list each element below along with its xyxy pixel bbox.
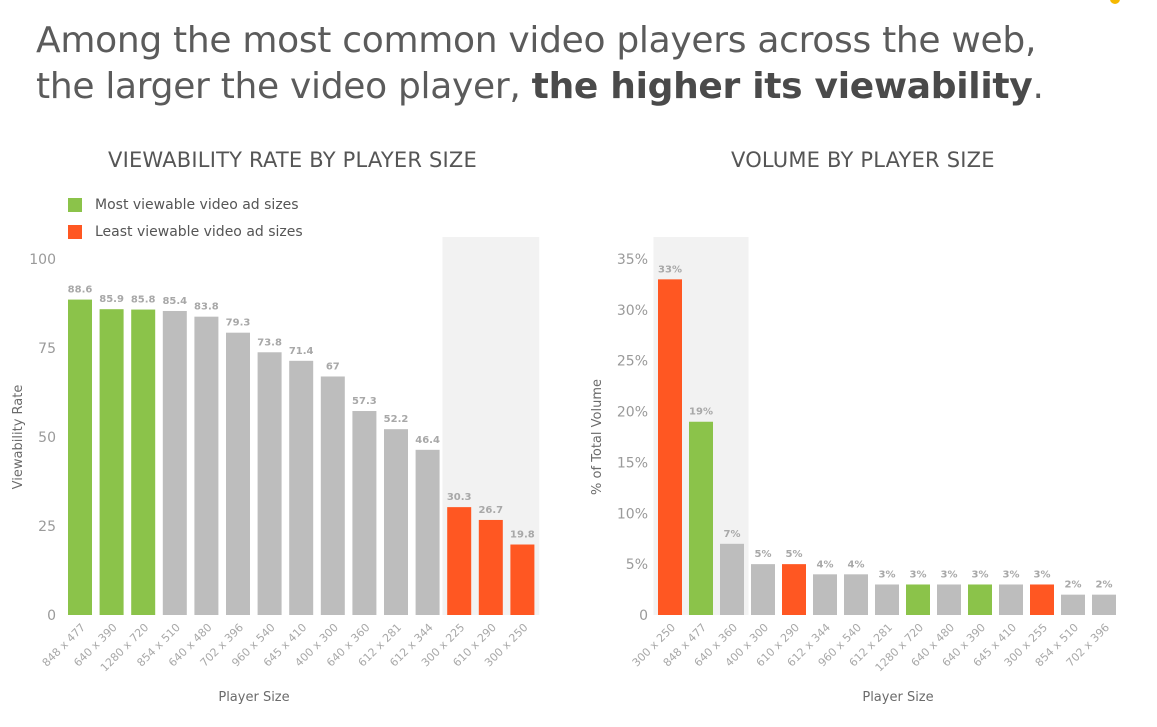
volume-value-label: 3%	[972, 569, 989, 580]
volume-value-label: 3%	[910, 569, 927, 580]
viewability-y-tick: 25	[38, 519, 56, 535]
volume-chart-title: VOLUME BY PLAYER SIZE	[731, 148, 995, 172]
volume-x-axis-label: Player Size	[862, 690, 933, 705]
viewability-y-tick: 0	[47, 608, 56, 624]
viewability-value-label: 85.8	[131, 295, 156, 306]
volume-y-tick: 20%	[617, 405, 648, 421]
viewability-value-label: 85.4	[162, 296, 187, 307]
volume-value-label: 19%	[689, 407, 713, 418]
volume-bar-400-x-300	[751, 564, 775, 615]
legend-label-least-viewable: Least viewable video ad sizes	[95, 224, 303, 240]
headline-line-2-prefix: the larger the video player,	[36, 66, 532, 107]
volume-y-tick: 10%	[617, 506, 648, 522]
volume-value-label: 3%	[1003, 569, 1020, 580]
viewability-value-label: 71.4	[289, 346, 314, 357]
viewability-bar-400-x-300	[320, 376, 345, 615]
viewability-value-label: 26.7	[478, 505, 503, 516]
volume-bar-960-x-540	[844, 574, 868, 615]
headline-emphasis: the higher its viewability	[531, 66, 1033, 107]
volume-bar-640-x-360	[720, 543, 744, 615]
viewability-bar-640-x-390	[99, 309, 124, 615]
viewability-bar-848-x-477	[68, 299, 92, 615]
viewability-value-label: 57.3	[352, 396, 377, 407]
legend-swatch-red	[68, 225, 82, 239]
volume-y-tick: 25%	[617, 354, 648, 370]
viewability-value-label: 52.2	[384, 414, 409, 425]
headline: Among the most common video players acro…	[36, 18, 1136, 110]
volume-y-tick: 5%	[626, 557, 648, 573]
headline-line-2: the larger the video player, the higher …	[36, 64, 1136, 110]
volume-bar-848-x-477	[689, 421, 713, 615]
headline-line-1: Among the most common video players acro…	[36, 20, 1037, 61]
viewability-bar-640-x-480	[194, 316, 219, 615]
viewability-bar-300-x-225	[447, 507, 472, 615]
viewability-bar-612-x-281	[384, 429, 408, 615]
viewability-value-label: 19.8	[510, 530, 535, 541]
viewability-bar-640-x-360	[352, 411, 377, 615]
viewability-value-label: 30.3	[447, 492, 472, 503]
volume-bar-300-x-255	[1030, 584, 1054, 615]
volume-bar-640-x-480	[937, 584, 961, 615]
volume-y-tick: 15%	[617, 455, 648, 471]
volume-value-label: 33%	[658, 264, 682, 275]
viewability-y-tick: 75	[38, 341, 56, 357]
legend-item-least-viewable: Least viewable video ad sizes	[68, 224, 303, 240]
corner-logo-mark	[1110, 0, 1120, 4]
volume-bar-300-x-250	[658, 279, 682, 615]
viewability-value-label: 85.9	[99, 294, 124, 305]
viewability-x-axis-label: Player Size	[218, 690, 289, 705]
viewability-value-label: 88.6	[68, 285, 93, 296]
volume-y-tick: 0	[639, 608, 648, 624]
volume-value-label: 5%	[755, 549, 772, 560]
legend-swatch-green	[68, 198, 82, 212]
volume-value-label: 4%	[848, 559, 865, 570]
viewability-bar-854-x-510	[162, 310, 187, 615]
headline-line-2-suffix: .	[1032, 66, 1044, 107]
viewability-bar-300-x-250	[510, 544, 535, 615]
volume-value-label: 2%	[1096, 580, 1113, 591]
volume-chart: 05%10%15%20%25%30%35%33%300 x 25019%848 …	[590, 237, 1116, 705]
viewability-bar-610-x-290	[478, 519, 503, 615]
viewability-bar-960-x-540	[257, 352, 282, 615]
viewability-y-tick: 100	[29, 252, 56, 268]
viewability-value-label: 67	[326, 361, 340, 372]
volume-bar-1280-x-720	[906, 584, 930, 615]
viewability-value-label: 79.3	[226, 318, 251, 329]
volume-value-label: 3%	[1034, 569, 1051, 580]
volume-bar-610-x-290	[782, 564, 806, 615]
volume-value-label: 3%	[941, 569, 958, 580]
volume-value-label: 3%	[879, 569, 896, 580]
viewability-bar-645-x-410	[289, 360, 314, 615]
viewability-bar-702-x-396	[226, 332, 250, 615]
viewability-value-label: 46.4	[415, 435, 440, 446]
viewability-value-label: 73.8	[257, 337, 282, 348]
volume-value-label: 5%	[786, 549, 803, 560]
volume-bar-645-x-410	[999, 584, 1023, 615]
volume-y-axis-label: % of Total Volume	[590, 379, 605, 495]
viewability-y-axis-label: Viewability Rate	[11, 385, 26, 490]
volume-value-label: 4%	[817, 559, 834, 570]
legend-label-most-viewable: Most viewable video ad sizes	[95, 197, 299, 213]
volume-y-tick: 35%	[617, 252, 648, 268]
volume-bar-702-x-396	[1092, 594, 1116, 615]
viewability-bar-1280-x-720	[131, 309, 156, 615]
volume-bar-854-x-510	[1061, 594, 1085, 615]
viewability-value-label: 83.8	[194, 302, 219, 313]
volume-bar-612-x-344	[813, 574, 837, 615]
volume-bar-612-x-281	[875, 584, 899, 615]
volume-y-tick: 30%	[617, 303, 648, 319]
volume-bar-640-x-390	[968, 584, 992, 615]
viewability-y-tick: 50	[38, 430, 56, 446]
volume-value-label: 7%	[724, 529, 741, 540]
legend-item-most-viewable: Most viewable video ad sizes	[68, 197, 299, 213]
volume-value-label: 2%	[1065, 580, 1082, 591]
viewability-chart-title: VIEWABILITY RATE BY PLAYER SIZE	[108, 148, 477, 172]
viewability-bar-612-x-344	[415, 449, 440, 615]
